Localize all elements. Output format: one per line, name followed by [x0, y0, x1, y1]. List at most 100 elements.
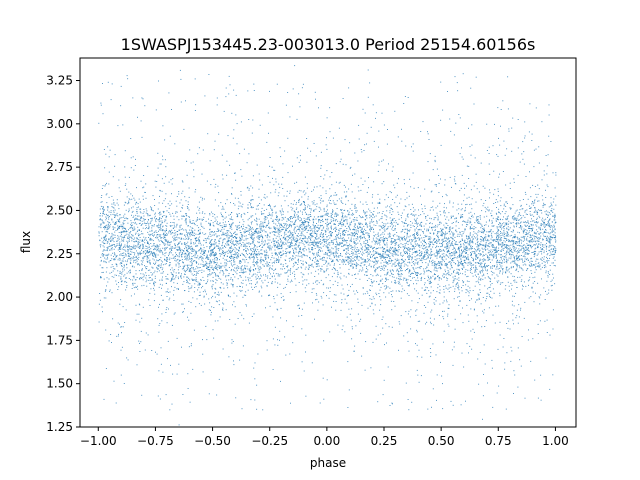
data-point	[259, 253, 261, 255]
data-point	[468, 259, 470, 261]
data-point	[282, 253, 284, 255]
data-point	[366, 247, 368, 249]
data-point	[287, 242, 289, 244]
data-point	[248, 280, 250, 282]
data-point	[331, 172, 333, 173]
data-point	[384, 252, 386, 253]
data-point	[204, 95, 206, 97]
data-point	[452, 285, 454, 287]
data-point	[112, 270, 114, 272]
data-point	[517, 237, 519, 239]
data-point	[314, 257, 316, 258]
data-point	[510, 207, 512, 209]
data-point	[467, 243, 469, 245]
data-point	[277, 241, 279, 243]
data-point	[180, 237, 182, 239]
data-point	[524, 221, 526, 223]
data-point	[432, 209, 434, 211]
data-point	[320, 250, 321, 252]
data-point	[330, 258, 332, 260]
data-point	[388, 255, 389, 257]
data-point	[423, 289, 425, 291]
data-point	[184, 259, 186, 260]
data-point	[251, 242, 253, 244]
data-point	[393, 241, 395, 243]
data-point	[126, 233, 128, 235]
data-point	[411, 257, 413, 259]
data-point	[107, 224, 109, 226]
data-point	[513, 225, 515, 227]
data-point	[415, 214, 417, 216]
data-point	[200, 255, 202, 257]
data-point	[218, 304, 220, 306]
data-point	[413, 236, 415, 238]
data-point	[311, 248, 313, 250]
data-point	[549, 239, 551, 241]
data-point	[148, 255, 150, 257]
data-point	[276, 242, 277, 244]
data-point	[266, 208, 268, 210]
data-point	[118, 286, 120, 288]
data-point	[129, 199, 131, 201]
data-point	[310, 237, 312, 239]
data-point	[260, 252, 262, 254]
data-point	[430, 323, 432, 325]
data-point	[133, 238, 135, 240]
data-point	[519, 266, 521, 268]
data-point	[105, 235, 107, 237]
data-point	[227, 135, 229, 137]
data-point	[440, 222, 442, 224]
data-point	[135, 257, 137, 258]
data-point	[210, 220, 212, 221]
data-point	[406, 278, 408, 280]
data-point	[495, 218, 497, 220]
data-point	[538, 244, 540, 246]
data-point	[106, 202, 108, 204]
data-point	[381, 160, 383, 162]
data-point	[517, 256, 519, 258]
data-point	[256, 231, 257, 233]
data-point	[382, 266, 384, 268]
data-point	[130, 250, 132, 252]
data-point	[292, 238, 294, 239]
data-point	[435, 207, 437, 209]
data-point	[301, 239, 303, 241]
data-point	[274, 281, 276, 283]
data-point	[115, 257, 117, 259]
data-point	[402, 279, 404, 281]
data-point	[214, 254, 216, 256]
data-point	[426, 270, 427, 272]
data-point	[342, 217, 344, 219]
data-point	[329, 255, 331, 257]
data-point	[443, 288, 445, 290]
data-point	[170, 252, 172, 254]
data-point	[433, 244, 435, 246]
data-point	[343, 224, 345, 226]
data-point	[164, 159, 166, 161]
data-point	[186, 254, 188, 256]
data-point	[440, 243, 442, 244]
data-point	[329, 188, 331, 190]
data-point	[416, 243, 418, 245]
data-point	[407, 256, 409, 258]
data-point	[103, 260, 105, 262]
data-point	[356, 219, 358, 221]
data-point	[467, 219, 469, 221]
data-point	[377, 241, 379, 243]
data-point	[415, 219, 417, 221]
data-point	[112, 266, 114, 268]
data-point	[390, 204, 392, 206]
data-point	[315, 299, 317, 301]
data-point	[493, 272, 495, 274]
data-point	[228, 93, 230, 95]
data-point	[509, 188, 511, 189]
data-point	[135, 255, 137, 257]
data-point	[430, 250, 432, 252]
data-point	[185, 229, 187, 231]
data-point	[449, 118, 451, 120]
data-point	[110, 99, 112, 101]
data-point	[207, 274, 209, 276]
data-point	[116, 274, 117, 276]
data-point	[350, 214, 352, 216]
data-point	[491, 359, 493, 361]
